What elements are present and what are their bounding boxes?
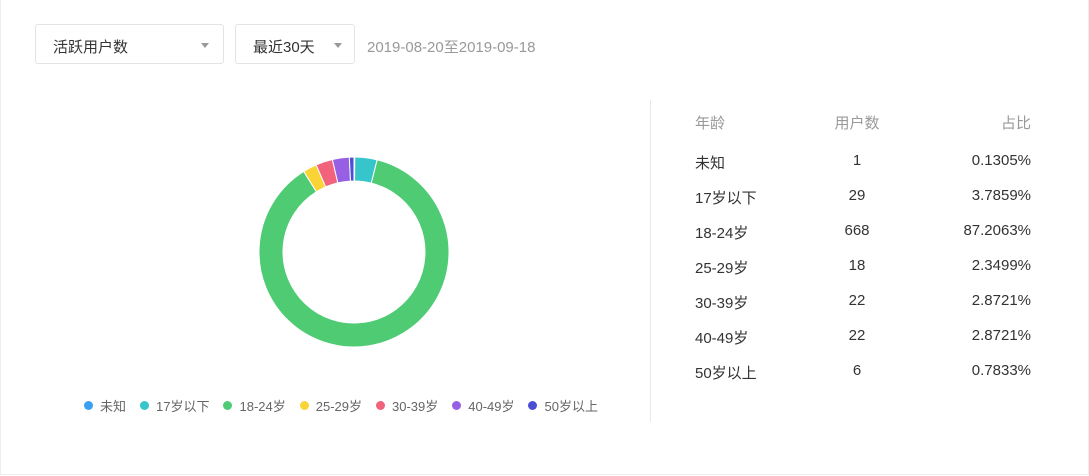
- legend-dot-icon: [84, 401, 93, 410]
- caret-down-icon: [334, 43, 342, 48]
- legend-label: 25-29岁: [315, 399, 362, 414]
- row-age: 40-49岁: [695, 330, 749, 347]
- legend-item-1[interactable]: 未知: [84, 396, 126, 415]
- row-count: 668: [844, 222, 870, 239]
- table-row: 50岁以上 6 0.7833%: [695, 360, 1031, 395]
- legend-dot-icon: [528, 401, 538, 410]
- header-age: 年龄: [695, 115, 726, 132]
- legend-item-6[interactable]: 40-49岁: [452, 396, 514, 415]
- row-share: 0.7833%: [971, 362, 1031, 379]
- legend-item-4[interactable]: 25-29岁: [299, 396, 362, 415]
- legend-item-7[interactable]: 50岁以上: [528, 396, 598, 415]
- legend-dot-icon: [140, 401, 150, 410]
- row-share: 2.3499%: [971, 257, 1031, 274]
- metric-dropdown[interactable]: 活跃用户数: [35, 24, 224, 64]
- legend-label: 17岁以下: [156, 399, 210, 414]
- row-share: 0.1305%: [971, 152, 1031, 169]
- chart-legend: 未知 17岁以下 18-24岁 25-29岁 30-39岁 40-49岁 50岁以上: [84, 396, 598, 415]
- age-donut-chart: [258, 156, 450, 348]
- row-share: 2.8721%: [971, 292, 1031, 309]
- row-age: 30-39岁: [695, 295, 749, 312]
- table-row: 18-24岁 668 87.2063%: [695, 220, 1031, 255]
- table-row: 25-29岁 18 2.3499%: [695, 255, 1031, 290]
- row-age: 17岁以下: [695, 190, 757, 207]
- legend-item-2[interactable]: 17岁以下: [140, 396, 209, 415]
- legend-label: 30-39岁: [391, 399, 439, 414]
- row-age: 未知: [695, 155, 726, 172]
- legend-label: 未知: [100, 399, 127, 414]
- legend-item-3[interactable]: 18-24岁: [223, 396, 286, 415]
- period-dropdown[interactable]: 最近30天: [235, 24, 355, 64]
- table-header-row: 年龄 用户数 占比: [695, 112, 1031, 147]
- legend-label: 18-24岁: [239, 399, 286, 414]
- row-age: 50岁以上: [695, 365, 757, 382]
- row-share: 2.8721%: [971, 327, 1031, 344]
- table-row: 17岁以下 29 3.7859%: [695, 185, 1031, 220]
- row-age: 25-29岁: [695, 260, 749, 277]
- header-count: 用户数: [834, 115, 880, 132]
- legend-dot-icon: [223, 401, 233, 410]
- caret-down-icon: [201, 43, 209, 48]
- legend-dot-icon: [299, 401, 309, 410]
- table-row: 40-49岁 22 2.8721%: [695, 325, 1031, 360]
- legend-dot-icon: [375, 401, 385, 410]
- row-share: 87.2063%: [963, 222, 1031, 239]
- header-share: 占比: [1000, 115, 1031, 132]
- section-divider: [650, 100, 651, 422]
- period-dropdown-value: 最近30天: [253, 39, 315, 56]
- row-count: 18: [848, 257, 866, 274]
- table-row: 未知 1 0.1305%: [695, 150, 1031, 185]
- legend-dot-icon: [452, 401, 462, 410]
- row-age: 18-24岁: [695, 225, 749, 242]
- row-count: 6: [852, 362, 862, 379]
- donut-slice-3[interactable]: [258, 159, 450, 348]
- age-table: 年龄 用户数 占比 未知 1 0.1305% 17岁以下 29 3.7859% …: [695, 112, 1031, 382]
- row-count: 22: [848, 327, 866, 344]
- row-count: 22: [848, 292, 866, 309]
- date-range-text: 2019-08-20至2019-09-18: [367, 39, 536, 56]
- metric-dropdown-value: 活跃用户数: [53, 39, 129, 56]
- row-count: 29: [848, 187, 866, 204]
- donut-slice-7[interactable]: [348, 156, 355, 182]
- legend-label: 50岁以上: [544, 399, 598, 414]
- table-row: 30-39岁 22 2.8721%: [695, 290, 1031, 325]
- legend-label: 40-49岁: [468, 399, 515, 414]
- row-share: 3.7859%: [971, 187, 1031, 204]
- legend-item-5[interactable]: 30-39岁: [375, 396, 439, 415]
- row-count: 1: [852, 152, 862, 169]
